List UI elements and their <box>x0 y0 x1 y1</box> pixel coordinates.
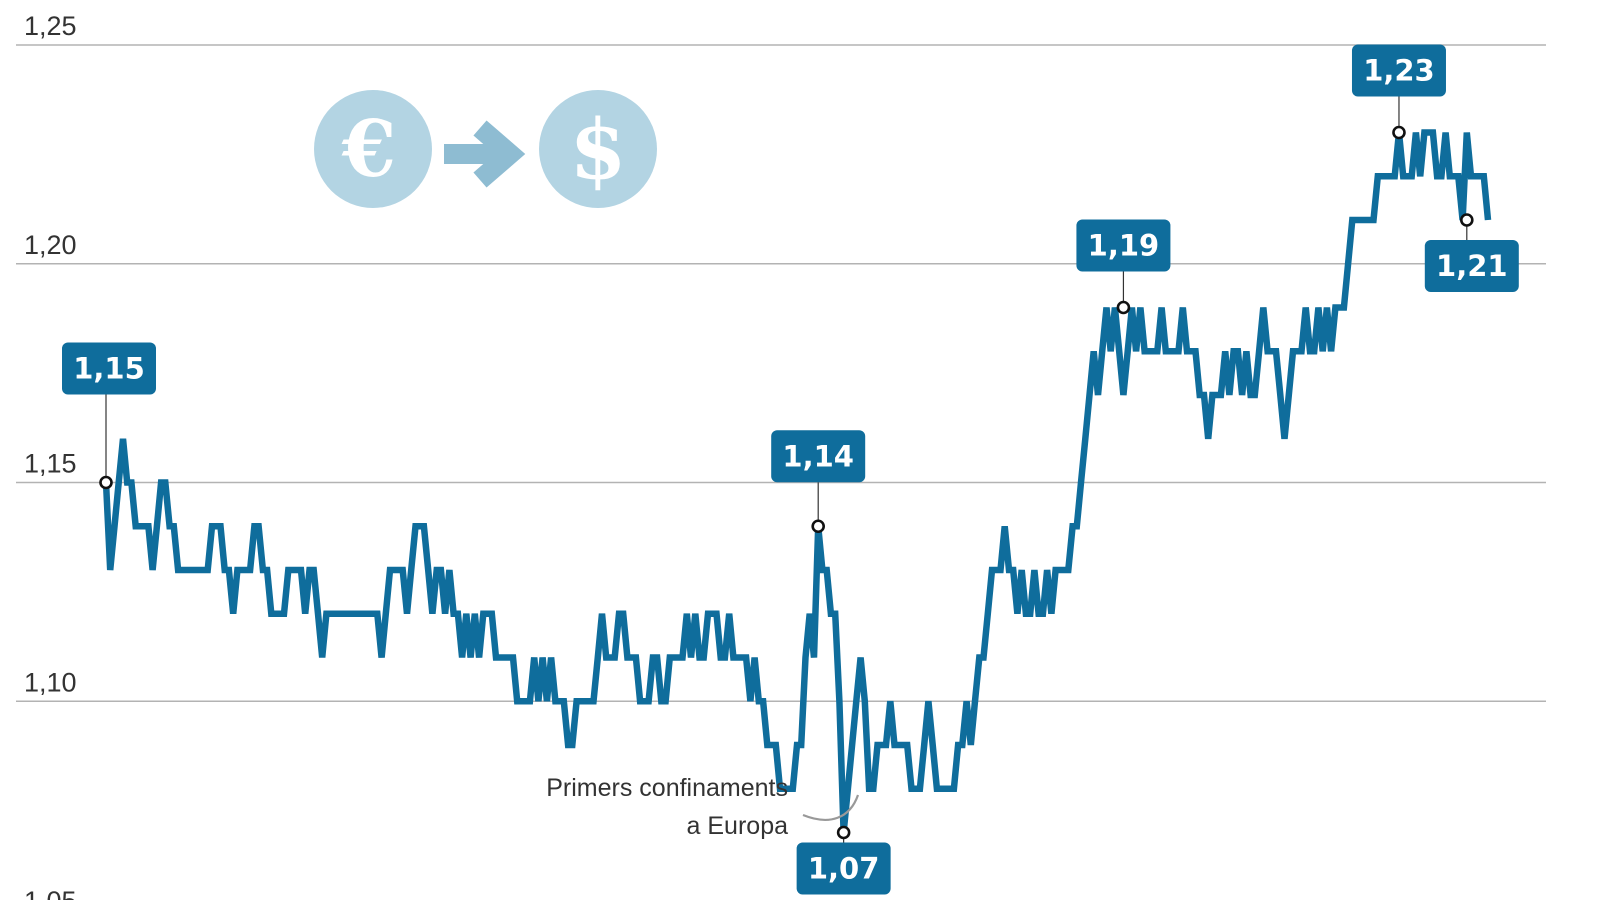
callout-label: 1,21 <box>1436 249 1508 283</box>
callout-label: 1,07 <box>808 852 880 886</box>
callout: 1,15 <box>62 342 156 490</box>
callout-box <box>62 342 156 395</box>
euro-circle <box>314 90 432 208</box>
callout-label: 1,23 <box>1363 54 1435 88</box>
callout-point <box>1392 125 1406 140</box>
callout-box <box>771 430 866 483</box>
callout-box <box>796 842 891 895</box>
callout-label: 1,19 <box>1088 229 1160 263</box>
callout-box <box>1351 44 1446 97</box>
callout-label: 1,14 <box>782 439 854 473</box>
annotation-layer: Primers confinaments a Europa <box>546 774 860 840</box>
series-layer <box>102 129 1492 833</box>
y-tick-label: 1,15 <box>24 449 77 479</box>
callout-box <box>1076 219 1171 272</box>
grid-layer: 1,05 1,10 1,15 1,20 1,25 <box>16 11 1546 900</box>
callout-label: 1,15 <box>73 352 145 386</box>
callout: 1,14 <box>771 430 866 534</box>
callout: 1,23 <box>1351 44 1446 140</box>
annotation-text: a Europa <box>687 812 789 840</box>
callout-point <box>811 519 825 534</box>
dollar-circle <box>539 90 657 208</box>
callout-box <box>1424 240 1519 292</box>
arrow-right-icon <box>444 120 526 188</box>
callout: 1,21 <box>1424 213 1519 292</box>
callout-point <box>836 825 851 840</box>
annotation-text: Primers confinaments <box>546 774 788 802</box>
callout-layer: 1,15 1,14 1,07 1,19 1,23 1,21 <box>62 44 1519 895</box>
callout-point <box>1116 300 1131 315</box>
callout: 1,07 <box>796 825 891 895</box>
currency-exchange-icon: € $ <box>314 90 657 208</box>
callout: 1,19 <box>1076 219 1171 315</box>
y-tick-label: 1,20 <box>24 230 77 260</box>
callout-point <box>1460 213 1474 227</box>
annotation-connector <box>802 794 860 821</box>
y-tick-label: 1,10 <box>24 667 77 697</box>
y-tick-label: 1,25 <box>24 11 77 41</box>
callout-point <box>99 475 113 490</box>
euro-icon: € <box>341 104 396 195</box>
y-tick-label: 1,05 <box>24 886 77 900</box>
series-line <box>102 129 1492 833</box>
dollar-icon: $ <box>569 102 626 198</box>
